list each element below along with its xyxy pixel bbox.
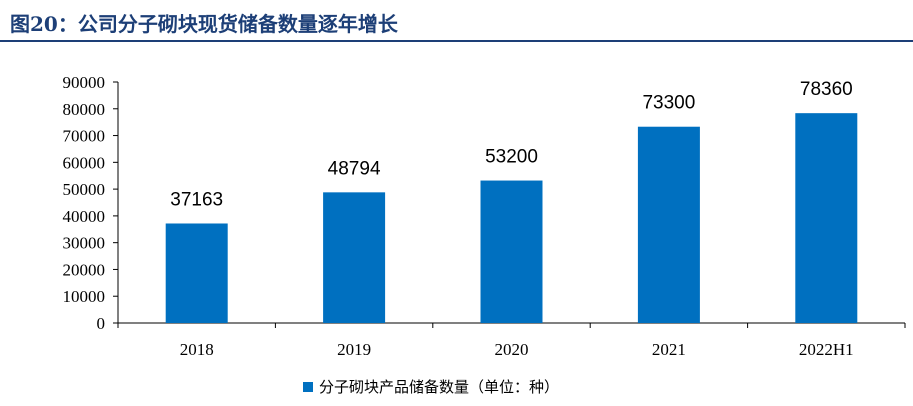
y-tick-label: 40000 xyxy=(63,207,106,226)
figure-title: 图20：公司分子砌块现货储备数量逐年增长 xyxy=(10,12,398,36)
bar xyxy=(480,180,543,323)
x-tick-label: 2020 xyxy=(495,340,529,359)
y-tick-label: 60000 xyxy=(63,153,106,172)
x-tick-label: 2021 xyxy=(652,340,686,359)
y-tick-label: 20000 xyxy=(63,260,106,279)
x-tick-label: 2018 xyxy=(180,340,214,359)
bar-data-label: 78360 xyxy=(800,79,853,100)
y-tick-label: 80000 xyxy=(63,100,106,119)
bar-data-label: 73300 xyxy=(642,93,695,114)
y-tick-label: 90000 xyxy=(63,73,106,92)
legend-label: 分子砌块产品储备数量（单位：种） xyxy=(319,378,560,396)
title-divider xyxy=(0,40,913,42)
bar xyxy=(637,126,700,323)
y-tick-label: 10000 xyxy=(63,287,106,306)
y-tick-label: 30000 xyxy=(63,234,106,253)
bar xyxy=(795,113,858,323)
y-tick-label: 50000 xyxy=(63,180,106,199)
legend-swatch xyxy=(303,381,313,392)
chart-legend: 分子砌块产品储备数量（单位：种） xyxy=(303,376,559,397)
x-tick-label: 2022H1 xyxy=(799,340,854,359)
bar-data-label: 48794 xyxy=(328,158,381,179)
bar-data-label: 37163 xyxy=(170,189,223,210)
x-tick-label: 2019 xyxy=(337,340,371,359)
bar xyxy=(323,192,386,323)
y-tick-label: 0 xyxy=(97,314,106,333)
y-tick-label: 70000 xyxy=(63,127,106,146)
bar xyxy=(165,223,228,323)
bar-data-label: 53200 xyxy=(485,147,538,168)
